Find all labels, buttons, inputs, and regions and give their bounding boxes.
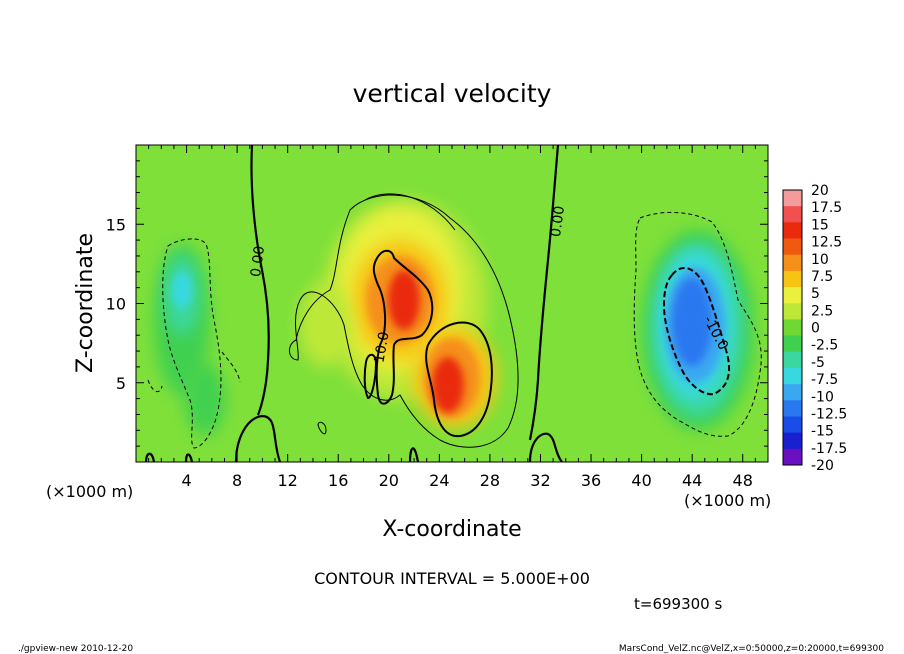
colorbar-label: 2.5	[811, 303, 833, 319]
x-tick-label: 28	[480, 471, 500, 490]
y-axis-label: Z-coordinate	[73, 233, 98, 373]
x-tick-label: 24	[429, 471, 449, 490]
x-tick-label: 8	[232, 471, 242, 490]
x-tick-label: 44	[682, 471, 702, 490]
x-axis-label: X-coordinate	[382, 517, 521, 542]
colorbar-swatch	[783, 238, 802, 256]
colorbar-swatch	[783, 319, 802, 337]
footer-left: ./gpview-new 2010-12-20	[18, 644, 133, 654]
colorbar-swatch	[783, 206, 802, 223]
y-axis: 5 10 15	[106, 160, 768, 447]
colorbar-swatch	[783, 416, 802, 434]
colorbar-label: 10	[811, 252, 829, 268]
colorbar-label: 12.5	[811, 235, 842, 251]
negative-contours	[147, 211, 762, 449]
x-tick-label: 20	[379, 471, 399, 490]
colorbar-label: 7.5	[811, 269, 833, 285]
colorbar-label: -10	[811, 389, 834, 405]
colorbar-swatch	[783, 432, 802, 450]
contour-label-zero-left: 0.00	[248, 245, 268, 278]
y-tick-label: 10	[106, 295, 126, 314]
x-tick-label: 16	[328, 471, 348, 490]
colorbar-label: 15	[811, 217, 829, 233]
y-tick-label: 5	[116, 374, 126, 393]
colorbar-swatch	[783, 351, 802, 369]
x-tick-label: 48	[733, 471, 753, 490]
colorbar-swatch	[783, 270, 802, 288]
x-axis: 4 8 12 16 20 24 28 32 36 40 44 48	[148, 145, 756, 490]
colorbar-label: -5	[811, 355, 825, 371]
colorbar-swatch	[783, 190, 802, 207]
x-tick-label: 36	[581, 471, 601, 490]
x-tick-label: 4	[181, 471, 191, 490]
x-tick-label: 32	[530, 471, 550, 490]
colorbar-swatch	[783, 287, 802, 304]
y-tick-label: 15	[106, 215, 126, 234]
colorbar-label: -7.5	[811, 372, 838, 388]
minus-ten-contour	[662, 266, 731, 396]
contour-label-plus-ten: 10.0	[371, 331, 392, 364]
colorbar-label: -15	[811, 424, 834, 440]
plus-ten-contours	[363, 249, 493, 438]
colorbar-label: -12.5	[811, 406, 847, 422]
chart-title: vertical velocity	[353, 79, 552, 108]
time-text: t=699300 s	[634, 595, 722, 613]
colorbar-swatch	[783, 384, 802, 401]
x-unit-label-right: (×1000 m)	[684, 491, 771, 510]
colorbar-swatch	[783, 254, 802, 272]
plot-area: 0.00 0.00 10.0 -10.0	[136, 145, 768, 462]
colorbar-swatch	[783, 222, 802, 240]
colorbar-label: -20	[811, 458, 834, 474]
contour-label-zero-right: 0.00	[548, 205, 568, 238]
colorbar-swatch	[783, 400, 802, 417]
colorbar-label: 5	[811, 286, 820, 302]
colorbar-frame	[782, 189, 803, 466]
contour-interval-text: CONTOUR INTERVAL = 5.000E+00	[314, 569, 590, 588]
colorbar-label: 17.5	[811, 200, 842, 216]
colorbar-label: 0	[811, 321, 820, 337]
x-tick-label: 12	[278, 471, 298, 490]
zero-contours	[144, 145, 563, 462]
x-unit-label-left: (×1000 m)	[46, 482, 133, 501]
footer-right: MarsCond_VelZ.nc@VelZ,x=0:50000,z=0:2000…	[619, 644, 884, 654]
colorbar-label: -2.5	[811, 338, 838, 354]
colorbar-swatch	[783, 303, 802, 320]
colorbar-swatch	[783, 448, 802, 466]
colorbar-swatch	[783, 335, 802, 353]
colorbar-label: 20	[811, 183, 829, 199]
colorbar-label: -17.5	[811, 441, 847, 457]
colorbar-swatch	[783, 367, 802, 385]
x-tick-label: 40	[631, 471, 651, 490]
